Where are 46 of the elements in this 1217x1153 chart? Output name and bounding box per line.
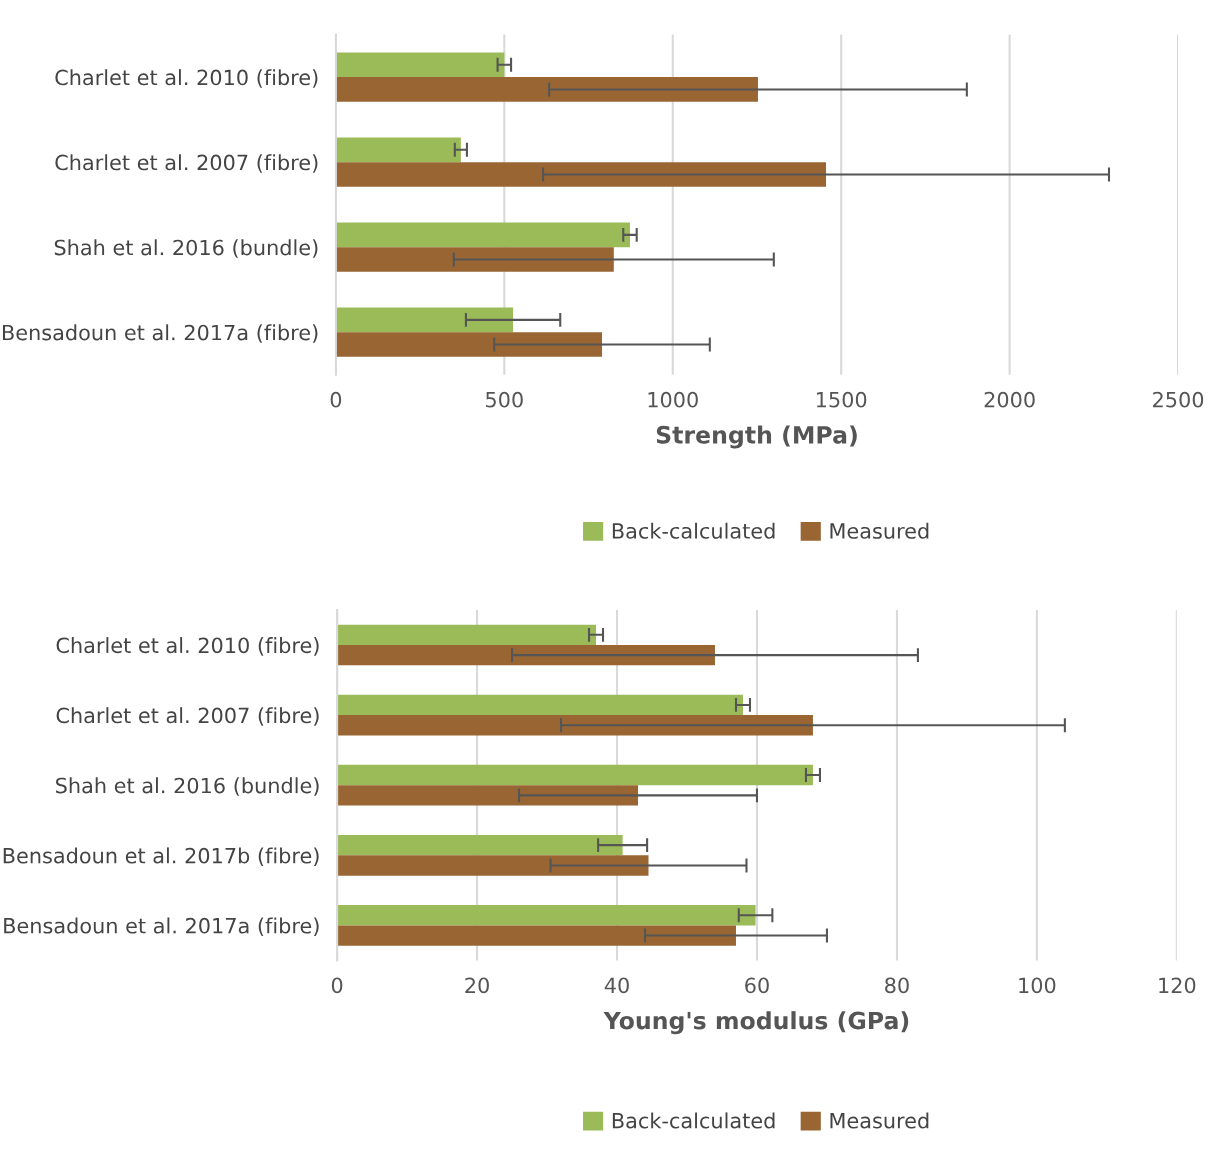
y-tick-label: Charlet et al. 2010 (fibre) <box>55 69 318 88</box>
bar <box>337 785 639 806</box>
bar <box>335 222 630 248</box>
x-tick-label: 2500 <box>1153 391 1204 408</box>
x-tick-label: 60 <box>745 977 769 994</box>
bar <box>335 52 505 78</box>
bar <box>337 925 736 946</box>
y-tick-label: Shah et al. 2016 (bundle) <box>56 777 319 796</box>
x-tick-label: 1500 <box>816 391 867 408</box>
y-tick-label: Charlet et al. 2010 (fibre) <box>56 637 319 656</box>
bar <box>335 247 614 272</box>
y-tick-label: Charlet et al. 2007 (fibre) <box>56 707 319 726</box>
x-tick-label: 20 <box>465 977 489 994</box>
bar <box>337 715 813 736</box>
bar <box>335 332 603 357</box>
legend-label: Measured <box>830 522 929 539</box>
bar <box>335 307 514 333</box>
bar <box>335 162 827 187</box>
legend-label: Back-calculated <box>612 1112 775 1129</box>
y-tick-label: Charlet et al. 2007 (fibre) <box>55 154 318 173</box>
bar <box>337 624 597 645</box>
bar <box>337 764 813 786</box>
bar <box>337 834 623 856</box>
bar <box>337 905 756 926</box>
x-tick-label: 80 <box>885 977 909 994</box>
y-tick-label: Bensadoun et al. 2017a (fibre) <box>3 324 318 343</box>
bar <box>335 137 461 163</box>
x-tick-label: 500 <box>486 391 523 408</box>
x-tick-label: 120 <box>1159 977 1196 994</box>
x-axis-title: Young's modulus (GPa) <box>603 1011 909 1035</box>
x-tick-label: 0 <box>331 977 343 994</box>
bar <box>335 77 758 102</box>
bar <box>337 644 715 666</box>
legend-label: Measured <box>830 1112 929 1129</box>
x-tick-label: 2000 <box>984 391 1035 408</box>
x-tick-label: 0 <box>330 391 342 408</box>
y-tick-label: Bensadoun et al. 2017b (fibre) <box>3 847 319 866</box>
legend-label: Back-calculated <box>612 522 775 539</box>
x-tick-label: 40 <box>604 977 629 994</box>
bar <box>337 855 649 876</box>
x-tick-label: 1000 <box>648 391 698 408</box>
y-tick-label: Bensadoun et al. 2017a (fibre) <box>4 917 319 937</box>
x-tick-label: 100 <box>1019 977 1056 994</box>
y-tick-label: Shah et al. 2016 (bundle) <box>54 239 318 258</box>
x-axis-title: Strength (MPa) <box>656 425 857 449</box>
bar <box>337 694 743 716</box>
